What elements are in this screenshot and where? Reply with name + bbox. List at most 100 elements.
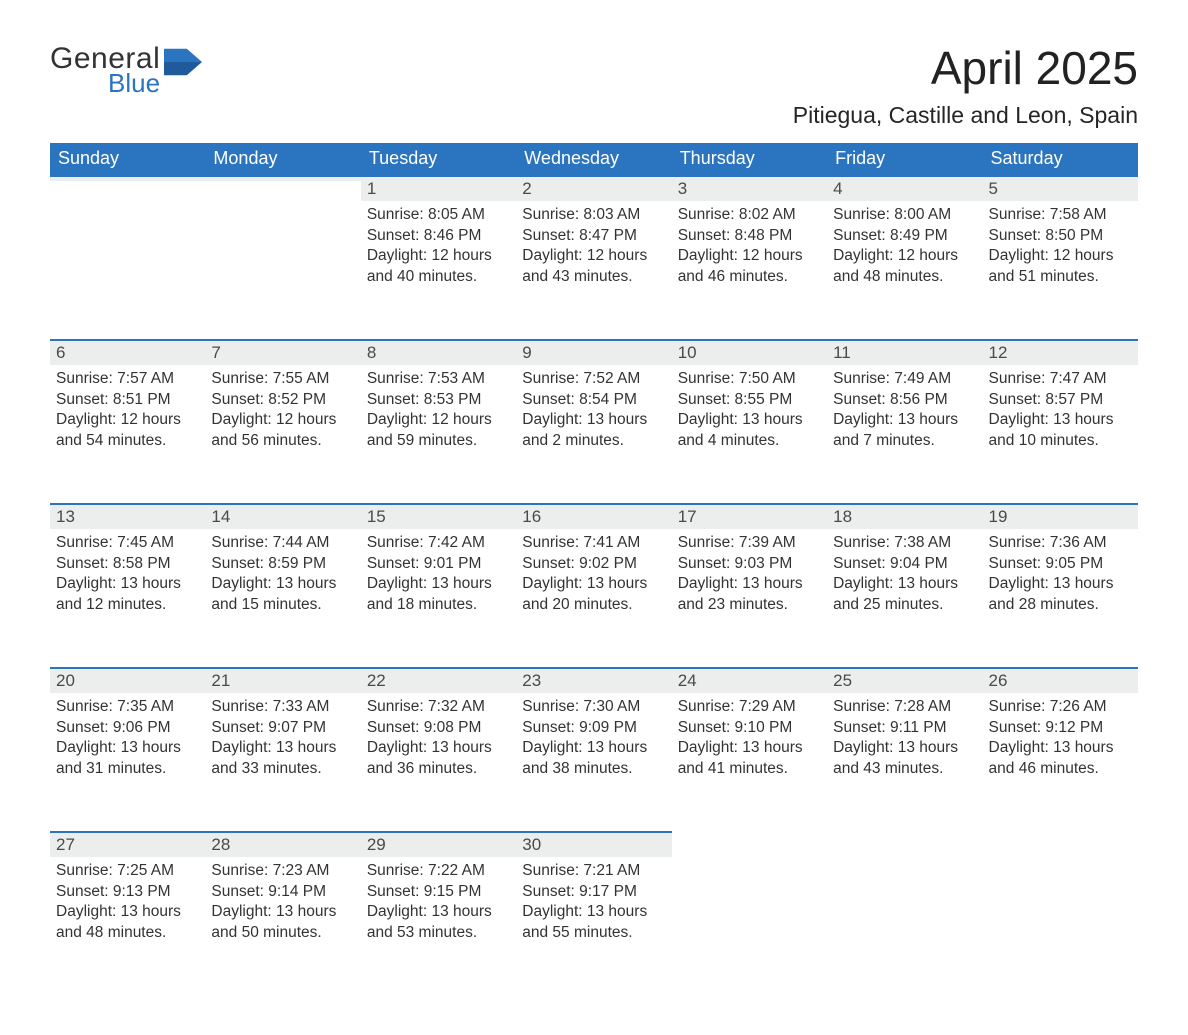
day-info-line: Sunrise: 7:42 AM xyxy=(367,533,510,553)
day-info-line: Daylight: 13 hours xyxy=(367,902,510,922)
week-number-row: 20212223242526 xyxy=(50,667,1138,693)
day-number-cell: 10 xyxy=(672,339,827,365)
day-body-cell: Sunrise: 7:32 AMSunset: 9:08 PMDaylight:… xyxy=(361,693,516,831)
day-body-cell: Sunrise: 7:58 AMSunset: 8:50 PMDaylight:… xyxy=(983,201,1138,339)
day-info-line: Daylight: 13 hours xyxy=(833,574,976,594)
day-body: Sunrise: 7:38 AMSunset: 9:04 PMDaylight:… xyxy=(827,529,982,619)
day-body: Sunrise: 7:44 AMSunset: 8:59 PMDaylight:… xyxy=(205,529,360,619)
day-info-line: Daylight: 13 hours xyxy=(211,574,354,594)
day-body-cell xyxy=(983,857,1138,995)
day-body-cell: Sunrise: 7:33 AMSunset: 9:07 PMDaylight:… xyxy=(205,693,360,831)
day-body: Sunrise: 7:53 AMSunset: 8:53 PMDaylight:… xyxy=(361,365,516,455)
day-body-cell xyxy=(827,857,982,995)
calendar-page: General Blue April 2025 Pitiegua, Castil… xyxy=(0,0,1188,1035)
day-info-line: and 23 minutes. xyxy=(678,595,821,615)
day-body: Sunrise: 7:41 AMSunset: 9:02 PMDaylight:… xyxy=(516,529,671,619)
day-info-line: Sunset: 8:47 PM xyxy=(522,226,665,246)
day-info-line: Sunset: 9:04 PM xyxy=(833,554,976,574)
day-number-cell: 12 xyxy=(983,339,1138,365)
week-body-row: Sunrise: 7:45 AMSunset: 8:58 PMDaylight:… xyxy=(50,529,1138,667)
day-info-line: Daylight: 13 hours xyxy=(211,902,354,922)
day-number: 19 xyxy=(983,503,1138,529)
day-body-cell: Sunrise: 8:05 AMSunset: 8:46 PMDaylight:… xyxy=(361,201,516,339)
day-body: Sunrise: 7:32 AMSunset: 9:08 PMDaylight:… xyxy=(361,693,516,783)
day-body-cell: Sunrise: 7:52 AMSunset: 8:54 PMDaylight:… xyxy=(516,365,671,503)
day-info-line: Sunrise: 7:55 AM xyxy=(211,369,354,389)
day-body xyxy=(983,857,1138,865)
day-body: Sunrise: 7:52 AMSunset: 8:54 PMDaylight:… xyxy=(516,365,671,455)
day-info-line: Daylight: 12 hours xyxy=(367,410,510,430)
day-info-line: Daylight: 13 hours xyxy=(678,410,821,430)
day-info-line: Sunset: 8:59 PM xyxy=(211,554,354,574)
day-info-line: and 50 minutes. xyxy=(211,923,354,943)
day-info-line: and 40 minutes. xyxy=(367,267,510,287)
day-number-cell: 28 xyxy=(205,831,360,857)
day-body: Sunrise: 7:33 AMSunset: 9:07 PMDaylight:… xyxy=(205,693,360,783)
day-number: 3 xyxy=(672,175,827,201)
day-number-cell: 22 xyxy=(361,667,516,693)
day-body-cell: Sunrise: 7:50 AMSunset: 8:55 PMDaylight:… xyxy=(672,365,827,503)
day-number-cell: 29 xyxy=(361,831,516,857)
day-number: 18 xyxy=(827,503,982,529)
day-number xyxy=(983,831,1138,835)
day-number: 4 xyxy=(827,175,982,201)
day-number-cell: 11 xyxy=(827,339,982,365)
day-body: Sunrise: 7:23 AMSunset: 9:14 PMDaylight:… xyxy=(205,857,360,947)
day-number-cell xyxy=(827,831,982,857)
day-info-line: Sunset: 9:09 PM xyxy=(522,718,665,738)
day-info-line: and 55 minutes. xyxy=(522,923,665,943)
week-body-row: Sunrise: 7:57 AMSunset: 8:51 PMDaylight:… xyxy=(50,365,1138,503)
day-info-line: Sunset: 8:50 PM xyxy=(989,226,1132,246)
day-info-line: Sunrise: 7:50 AM xyxy=(678,369,821,389)
day-header-mon: Monday xyxy=(205,143,360,175)
day-body-cell: Sunrise: 7:35 AMSunset: 9:06 PMDaylight:… xyxy=(50,693,205,831)
day-number: 30 xyxy=(516,831,671,857)
day-number-cell: 17 xyxy=(672,503,827,529)
day-info-line: Sunrise: 7:33 AM xyxy=(211,697,354,717)
day-header-sat: Saturday xyxy=(983,143,1138,175)
day-info-line: and 48 minutes. xyxy=(56,923,199,943)
day-info-line: and 36 minutes. xyxy=(367,759,510,779)
day-info-line: Sunrise: 7:36 AM xyxy=(989,533,1132,553)
day-info-line: Daylight: 13 hours xyxy=(989,574,1132,594)
day-body xyxy=(827,857,982,865)
day-number: 20 xyxy=(50,667,205,693)
day-info-line: Sunrise: 7:32 AM xyxy=(367,697,510,717)
day-body-cell: Sunrise: 7:49 AMSunset: 8:56 PMDaylight:… xyxy=(827,365,982,503)
day-body: Sunrise: 7:57 AMSunset: 8:51 PMDaylight:… xyxy=(50,365,205,455)
day-body: Sunrise: 7:28 AMSunset: 9:11 PMDaylight:… xyxy=(827,693,982,783)
day-header-wed: Wednesday xyxy=(516,143,671,175)
day-number-cell: 15 xyxy=(361,503,516,529)
day-info-line: Daylight: 13 hours xyxy=(522,410,665,430)
day-number-cell: 13 xyxy=(50,503,205,529)
day-info-line: Sunrise: 8:02 AM xyxy=(678,205,821,225)
day-info-line: Sunrise: 7:58 AM xyxy=(989,205,1132,225)
day-info-line: Sunset: 9:11 PM xyxy=(833,718,976,738)
day-info-line: Daylight: 12 hours xyxy=(56,410,199,430)
day-body-cell: Sunrise: 7:44 AMSunset: 8:59 PMDaylight:… xyxy=(205,529,360,667)
day-info-line: Sunrise: 7:30 AM xyxy=(522,697,665,717)
day-info-line: Sunrise: 8:03 AM xyxy=(522,205,665,225)
day-body: Sunrise: 7:42 AMSunset: 9:01 PMDaylight:… xyxy=(361,529,516,619)
day-info-line: and 15 minutes. xyxy=(211,595,354,615)
day-body-cell: Sunrise: 7:45 AMSunset: 8:58 PMDaylight:… xyxy=(50,529,205,667)
header-row: General Blue April 2025 Pitiegua, Castil… xyxy=(50,44,1138,129)
week-body-row: Sunrise: 7:35 AMSunset: 9:06 PMDaylight:… xyxy=(50,693,1138,831)
day-body xyxy=(205,201,360,209)
day-body-cell: Sunrise: 7:30 AMSunset: 9:09 PMDaylight:… xyxy=(516,693,671,831)
day-info-line: Daylight: 12 hours xyxy=(678,246,821,266)
day-body-cell: Sunrise: 7:26 AMSunset: 9:12 PMDaylight:… xyxy=(983,693,1138,831)
day-body-cell: Sunrise: 7:36 AMSunset: 9:05 PMDaylight:… xyxy=(983,529,1138,667)
day-info-line: and 25 minutes. xyxy=(833,595,976,615)
day-body: Sunrise: 7:55 AMSunset: 8:52 PMDaylight:… xyxy=(205,365,360,455)
day-info-line: Sunrise: 7:23 AM xyxy=(211,861,354,881)
day-number-cell: 14 xyxy=(205,503,360,529)
day-info-line: and 2 minutes. xyxy=(522,431,665,451)
day-info-line: Daylight: 13 hours xyxy=(522,574,665,594)
day-number-cell: 21 xyxy=(205,667,360,693)
day-number-cell xyxy=(672,831,827,857)
day-info-line: Daylight: 13 hours xyxy=(678,574,821,594)
day-body-cell xyxy=(50,201,205,339)
day-info-line: and 20 minutes. xyxy=(522,595,665,615)
day-body-cell: Sunrise: 7:28 AMSunset: 9:11 PMDaylight:… xyxy=(827,693,982,831)
